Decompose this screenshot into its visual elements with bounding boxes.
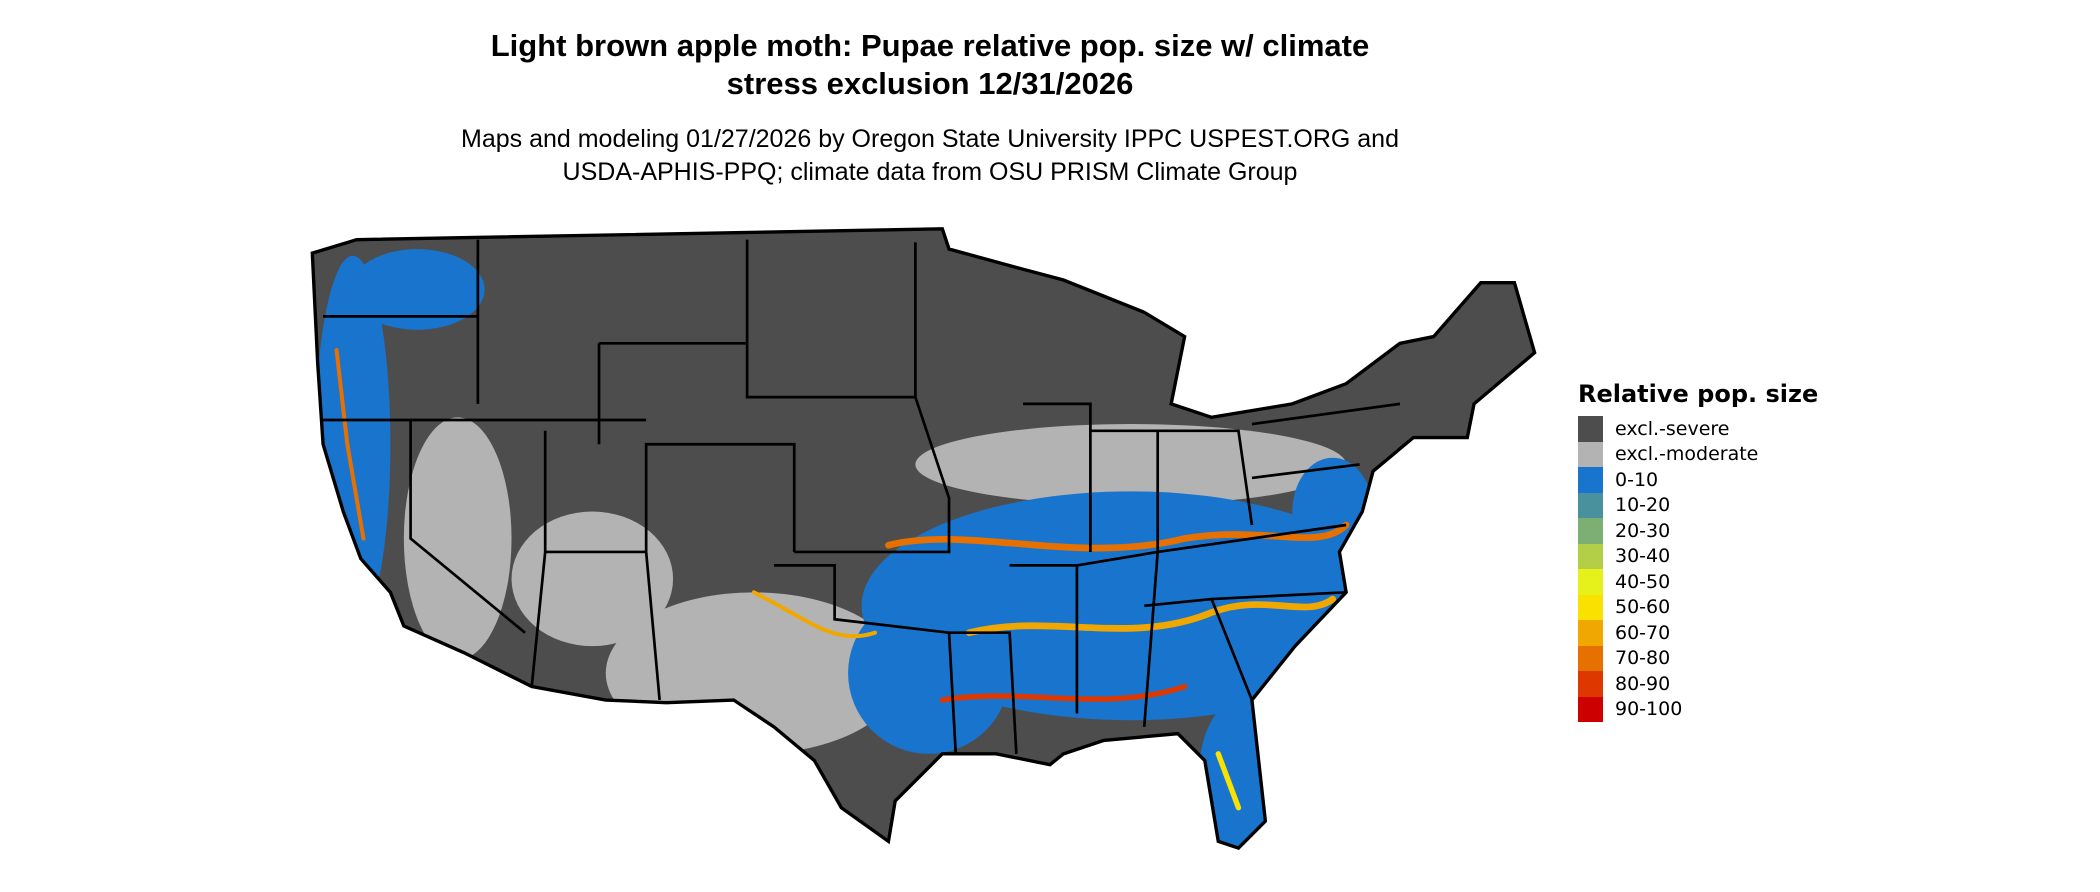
- low-pop-gulf: [848, 592, 1010, 754]
- legend-item: 90-100: [1578, 696, 1818, 722]
- excl-moderate-southwest: [511, 511, 674, 647]
- legend-label: 70-80: [1615, 647, 1671, 670]
- subtitle-line2: USDA-APHIS-PPQ; climate data from OSU PR…: [562, 158, 1298, 186]
- excl-moderate-band: [915, 424, 1347, 505]
- legend-item: 80-90: [1578, 671, 1818, 697]
- legend-swatch: [1578, 620, 1603, 646]
- legend-label: 30-40: [1615, 545, 1671, 568]
- state-borders: [323, 239, 1401, 754]
- legend-item: 50-60: [1578, 594, 1818, 620]
- legend-swatch: [1578, 441, 1603, 467]
- low-pop-florida: [1198, 700, 1279, 849]
- legend-label: 90-100: [1615, 698, 1683, 721]
- legend-label: 0-10: [1615, 468, 1659, 491]
- legend-swatch: [1578, 696, 1603, 722]
- subtitle-line1: Maps and modeling 01/27/2026 by Oregon S…: [461, 125, 1399, 153]
- legend-swatch: [1578, 671, 1603, 697]
- legend-label: 40-50: [1615, 570, 1671, 593]
- map-title-line2: stress exclusion 12/31/2026: [726, 66, 1134, 101]
- legend-label: 10-20: [1615, 494, 1671, 517]
- legend-label: 80-90: [1615, 672, 1671, 695]
- legend-swatch: [1578, 492, 1603, 518]
- legend-swatch: [1578, 416, 1603, 442]
- legend-item: 70-80: [1578, 645, 1818, 671]
- legend-item: 0-10: [1578, 467, 1818, 493]
- legend-swatch: [1578, 543, 1603, 569]
- legend-item: 40-50: [1578, 569, 1818, 595]
- legend-item: 60-70: [1578, 620, 1818, 646]
- legend-label: excl.-severe: [1615, 417, 1730, 440]
- legend: Relative pop. size excl.-severe excl.-mod…: [1578, 380, 1818, 722]
- legend-label: 50-60: [1615, 596, 1671, 619]
- legend-swatch: [1578, 518, 1603, 544]
- legend-swatch: [1578, 645, 1603, 671]
- excl-moderate-west: [403, 417, 512, 660]
- legend-swatch: [1578, 594, 1603, 620]
- legend-label: excl.-moderate: [1615, 443, 1759, 466]
- legend-title: Relative pop. size: [1578, 380, 1819, 408]
- map-title-line1: Light brown apple moth: Pupae relative p…: [490, 28, 1370, 63]
- legend-swatch: [1578, 467, 1603, 493]
- legend-swatch: [1578, 569, 1603, 595]
- legend-item: 10-20: [1578, 492, 1818, 518]
- legend-item: excl.-severe: [1578, 416, 1818, 442]
- legend-item: 20-30: [1578, 518, 1818, 544]
- legend-label: 20-30: [1615, 519, 1671, 542]
- legend-item: excl.-moderate: [1578, 441, 1818, 467]
- legend-label: 60-70: [1615, 621, 1671, 644]
- low-pop-northwest: [350, 249, 485, 330]
- legend-item: 30-40: [1578, 543, 1818, 569]
